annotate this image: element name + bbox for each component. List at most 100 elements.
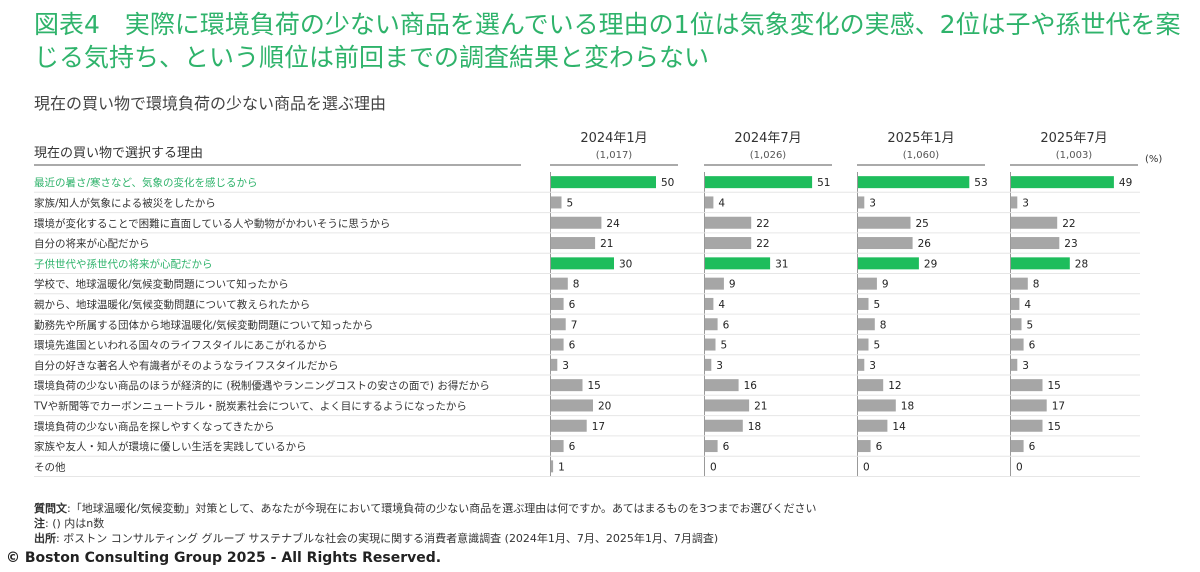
data-label: 22 xyxy=(1062,218,1075,230)
bar xyxy=(858,338,869,351)
data-label: 15 xyxy=(1048,380,1061,392)
bar xyxy=(1011,297,1020,310)
category-label: その他 xyxy=(34,460,66,473)
data-label: 8 xyxy=(1033,279,1040,291)
bar xyxy=(858,318,875,331)
bar xyxy=(705,440,718,453)
data-label: 6 xyxy=(876,441,883,453)
data-label: 21 xyxy=(754,400,767,412)
bar xyxy=(705,196,714,209)
bar xyxy=(858,399,896,412)
data-label: 3 xyxy=(562,360,569,372)
data-label: 29 xyxy=(924,258,937,270)
series-header: 2025年1月 xyxy=(887,131,954,146)
source-label: 出所 xyxy=(34,532,56,545)
category-label: 学校で、地球温暖化/気候変動問題について知ったから xyxy=(34,278,289,291)
data-label: 21 xyxy=(600,238,613,250)
series-sample-size: (1,060) xyxy=(903,150,940,161)
category-label: 家族や友人・知人が環境に優しい生活を実践しているから xyxy=(34,440,307,453)
data-label: 6 xyxy=(1029,340,1036,352)
category-label: TVや新聞等でカーボンニュートラル・脱炭素社会について、よく目にするようになった… xyxy=(33,399,467,412)
bar xyxy=(1011,176,1114,189)
bar xyxy=(551,419,587,432)
data-label: 3 xyxy=(869,197,876,209)
data-label: 12 xyxy=(888,380,901,392)
series-header: 2025年7月 xyxy=(1040,131,1107,146)
data-label: 4 xyxy=(718,197,725,209)
bar xyxy=(705,399,750,412)
data-label: 31 xyxy=(775,258,788,270)
series-sample-size: (1,017) xyxy=(596,150,633,161)
row-header: 現在の買い物で選択する理由 xyxy=(34,146,203,161)
data-label: 22 xyxy=(756,238,769,250)
category-label: 家族/知人が気象による被災をしたから xyxy=(34,196,216,209)
data-label: 49 xyxy=(1119,177,1132,189)
bar xyxy=(705,419,743,432)
source-text: : ボストン コンサルティング グループ サステナブルな社会の実現に関する消費者… xyxy=(56,532,719,545)
data-label: 14 xyxy=(892,421,906,433)
data-label: 9 xyxy=(729,279,736,291)
data-label: 3 xyxy=(716,360,723,372)
note-text: : () 内はn数 xyxy=(45,517,105,530)
bar xyxy=(1011,318,1022,331)
bar xyxy=(705,379,739,392)
series-header: 2024年1月 xyxy=(580,131,647,146)
note-line: 注: () 内はn数 xyxy=(34,516,1174,531)
data-label: 7 xyxy=(571,319,578,331)
series-sample-size: (1,003) xyxy=(1056,150,1093,161)
data-label: 18 xyxy=(748,421,761,433)
bar xyxy=(1011,257,1070,270)
bar xyxy=(705,237,752,250)
bar xyxy=(551,358,558,371)
bar xyxy=(1011,277,1028,290)
data-label: 3 xyxy=(1022,197,1029,209)
bar xyxy=(551,277,568,290)
bar xyxy=(551,297,564,310)
footer-notes: 質問文:「地球温暖化/気候変動」対策として、あなたが今現在において環境負荷の少な… xyxy=(34,501,1174,546)
bar xyxy=(1011,338,1024,351)
bar xyxy=(551,237,596,250)
data-label: 30 xyxy=(619,258,632,270)
bar xyxy=(858,237,913,250)
data-label: 0 xyxy=(863,461,870,473)
data-label: 9 xyxy=(882,279,889,291)
data-label: 3 xyxy=(869,360,876,372)
category-label: 最近の暑さ/寒さなど、気象の変化を感じるから xyxy=(34,176,258,189)
bar xyxy=(858,379,884,392)
unit-label: (%) xyxy=(1145,154,1162,165)
data-label: 0 xyxy=(710,461,717,473)
bar xyxy=(551,440,564,453)
category-label: 環境負荷の少ない商品のほうが経済的に (税制優遇やランニングコストの安さの面で)… xyxy=(34,379,490,392)
bar xyxy=(705,216,752,229)
data-label: 17 xyxy=(1052,400,1065,412)
bar xyxy=(858,358,865,371)
data-label: 15 xyxy=(1048,421,1061,433)
data-label: 25 xyxy=(916,218,929,230)
bar xyxy=(858,297,869,310)
bar xyxy=(858,419,888,432)
bar xyxy=(551,257,614,270)
bar xyxy=(1011,440,1024,453)
bar xyxy=(551,196,562,209)
data-label: 5 xyxy=(567,197,574,209)
data-label: 8 xyxy=(880,319,887,331)
copyright: © Boston Consulting Group 2025 - All Rig… xyxy=(6,550,442,566)
category-label: 自分の将来が心配だから xyxy=(34,237,150,250)
data-label: 5 xyxy=(1027,319,1034,331)
bar xyxy=(551,460,554,473)
data-label: 24 xyxy=(606,218,620,230)
data-label: 26 xyxy=(918,238,932,250)
bar xyxy=(551,318,566,331)
data-label: 3 xyxy=(1022,360,1029,372)
data-label: 22 xyxy=(756,218,769,230)
bar xyxy=(705,277,724,290)
bar xyxy=(1011,419,1043,432)
data-label: 1 xyxy=(558,461,565,473)
data-label: 50 xyxy=(661,177,674,189)
data-label: 53 xyxy=(974,177,987,189)
note-label: 注 xyxy=(34,517,45,530)
category-label: 親から、地球温暖化/気候変動問題について教えられたから xyxy=(34,298,310,311)
bar xyxy=(551,216,602,229)
bar xyxy=(858,216,911,229)
chart-subtitle: 現在の買い物で環境負荷の少ない商品を選ぶ理由 xyxy=(34,94,387,113)
